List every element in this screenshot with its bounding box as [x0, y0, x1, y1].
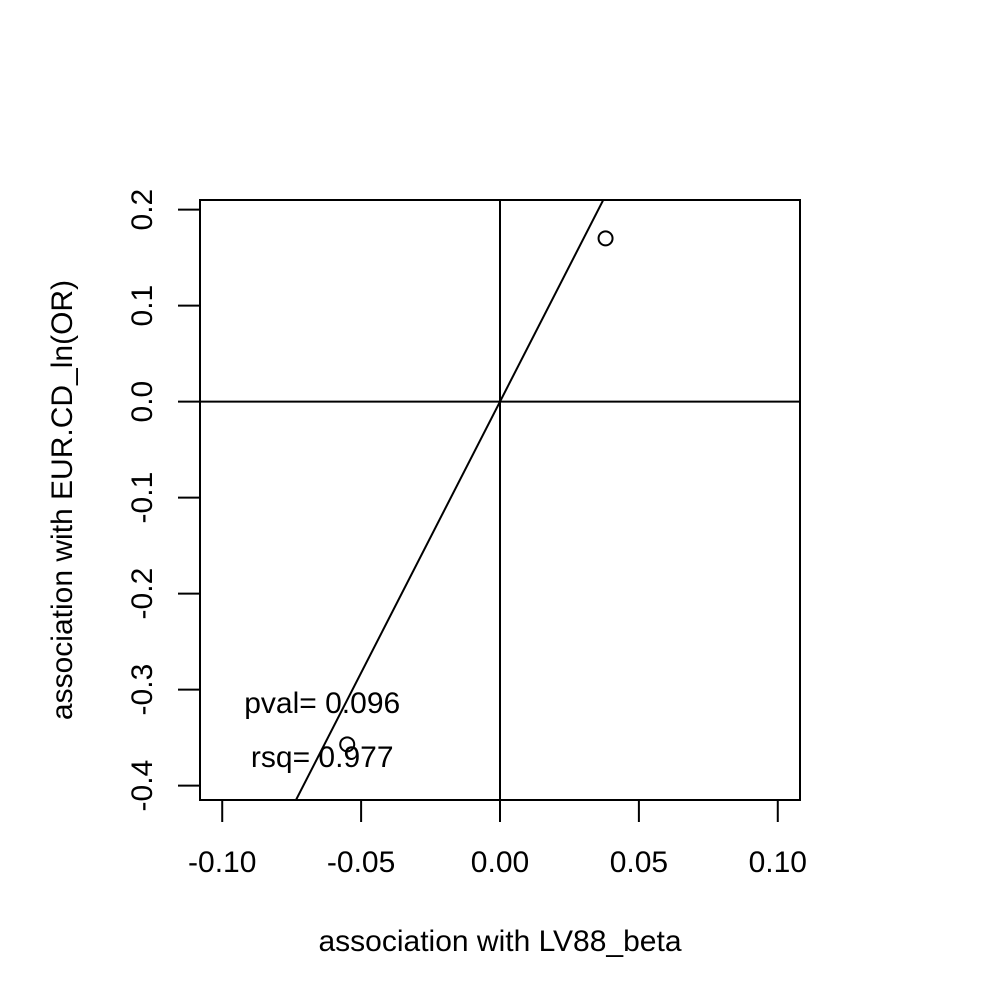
regression-line: [294, 200, 605, 800]
data-point: [597, 230, 614, 247]
y-tick-label: 0.0: [126, 381, 159, 423]
y-tick-label: 0.2: [126, 189, 159, 231]
y-tick-label: 0.1: [126, 285, 159, 327]
y-tick-label: -0.2: [126, 568, 159, 620]
data-point: [339, 736, 356, 753]
y-tick-label: -0.3: [126, 664, 159, 716]
x-tick-label: -0.10: [188, 846, 256, 879]
y-tick-label: -0.1: [126, 472, 159, 524]
y-tick-label: -0.4: [126, 760, 159, 812]
x-axis-label: association with LV88_beta: [318, 925, 681, 958]
x-tick-label: 0.10: [749, 846, 807, 879]
x-tick-label: 0.00: [471, 846, 529, 879]
y-axis-label: association with EUR.CD_ln(OR): [46, 280, 79, 720]
pval-annotation: pval= 0.096: [244, 687, 400, 720]
x-tick-label: 0.05: [610, 846, 668, 879]
rsq-annotation: rsq= 0.977: [251, 741, 394, 774]
x-tick-label: -0.05: [327, 846, 395, 879]
